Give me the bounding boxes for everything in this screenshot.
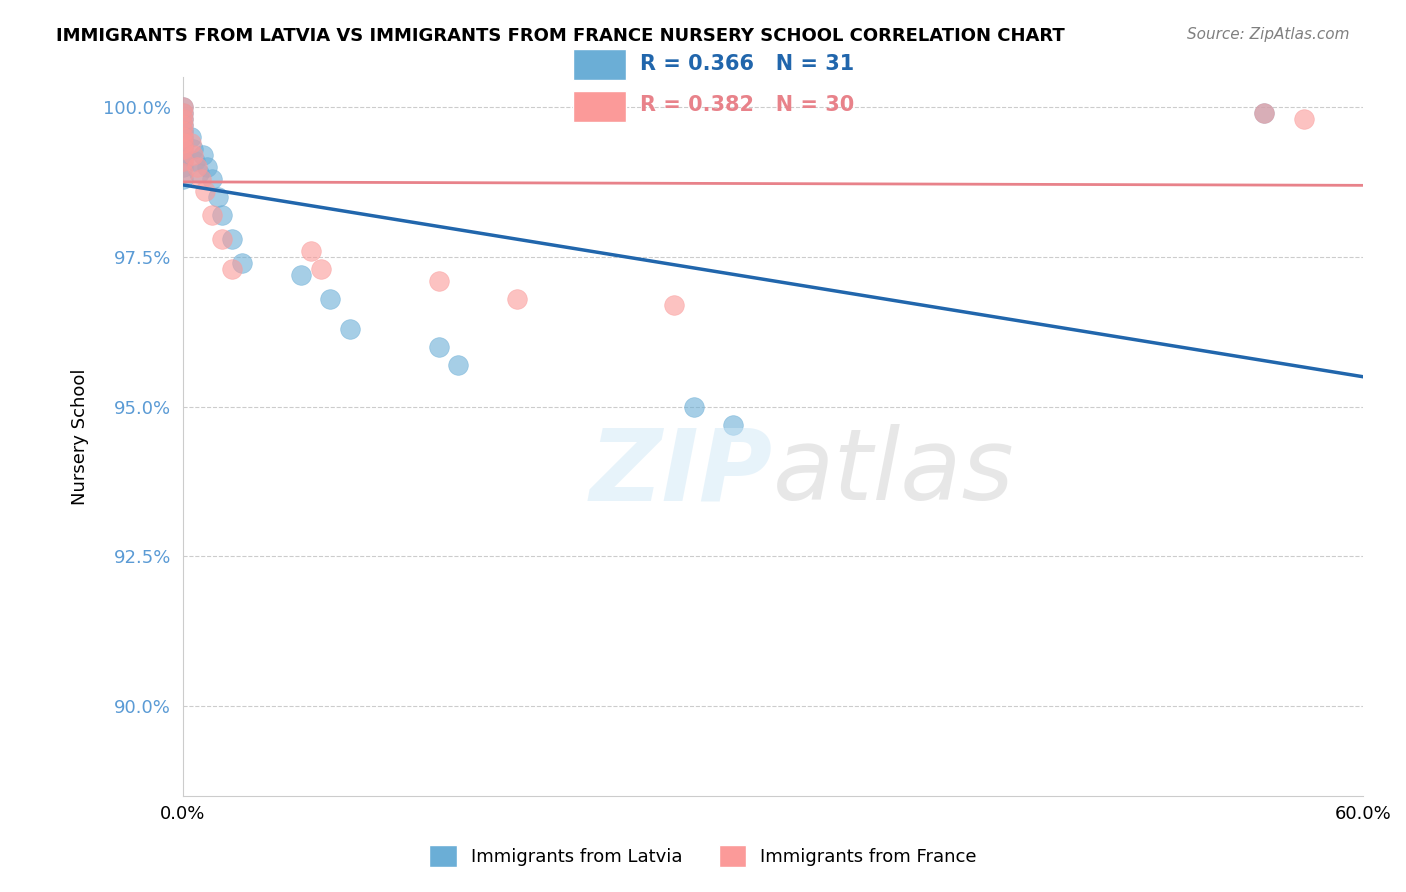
Point <box>172 119 194 133</box>
Text: R = 0.382   N = 30: R = 0.382 N = 30 <box>640 95 853 115</box>
Point <box>221 262 243 277</box>
Point <box>184 154 207 169</box>
Point <box>172 142 194 156</box>
Point <box>172 160 194 174</box>
Point <box>172 130 194 145</box>
Text: atlas: atlas <box>773 424 1014 521</box>
Text: IMMIGRANTS FROM LATVIA VS IMMIGRANTS FROM FRANCE NURSERY SCHOOL CORRELATION CHAR: IMMIGRANTS FROM LATVIA VS IMMIGRANTS FRO… <box>56 27 1064 45</box>
Point <box>172 154 194 169</box>
Point <box>172 106 194 120</box>
Point <box>187 166 209 180</box>
Point <box>172 124 194 138</box>
Point <box>201 172 224 186</box>
Point <box>195 160 218 174</box>
Point <box>207 190 229 204</box>
Point <box>172 130 194 145</box>
Point <box>1292 112 1315 127</box>
Point <box>172 154 194 169</box>
Point <box>181 142 204 156</box>
Point <box>186 160 208 174</box>
Point <box>172 100 194 114</box>
Point <box>181 148 204 162</box>
Point <box>309 262 332 277</box>
Point <box>190 172 212 186</box>
Point <box>1253 106 1275 120</box>
Point <box>172 100 194 114</box>
Point <box>427 274 450 288</box>
Point <box>339 322 361 336</box>
Point <box>191 148 214 162</box>
Point <box>664 298 686 312</box>
Point <box>172 112 194 127</box>
Point <box>172 148 194 162</box>
Point <box>172 119 194 133</box>
Legend: Immigrants from Latvia, Immigrants from France: Immigrants from Latvia, Immigrants from … <box>422 838 984 874</box>
Point <box>172 142 194 156</box>
Point <box>211 208 233 222</box>
Point <box>201 208 224 222</box>
Text: Source: ZipAtlas.com: Source: ZipAtlas.com <box>1187 27 1350 42</box>
Y-axis label: Nursery School: Nursery School <box>72 368 89 505</box>
Point <box>211 232 233 246</box>
Point <box>172 124 194 138</box>
Point <box>447 358 470 372</box>
FancyBboxPatch shape <box>574 91 626 122</box>
Point <box>172 106 194 120</box>
Point <box>221 232 243 246</box>
Point <box>180 136 202 151</box>
Point <box>172 136 194 151</box>
Point <box>319 292 342 306</box>
Point <box>506 292 529 306</box>
Point <box>180 130 202 145</box>
Point <box>172 166 194 180</box>
Point <box>299 244 322 258</box>
Point <box>723 417 745 432</box>
Point <box>427 340 450 354</box>
Text: R = 0.366   N = 31: R = 0.366 N = 31 <box>640 54 853 74</box>
Point <box>683 400 706 414</box>
Text: ZIP: ZIP <box>589 424 773 521</box>
FancyBboxPatch shape <box>574 49 626 80</box>
Point <box>172 136 194 151</box>
Point <box>172 172 194 186</box>
Point <box>193 184 215 198</box>
Point <box>172 112 194 127</box>
Point <box>1253 106 1275 120</box>
Point <box>290 268 312 282</box>
Point <box>231 256 253 270</box>
